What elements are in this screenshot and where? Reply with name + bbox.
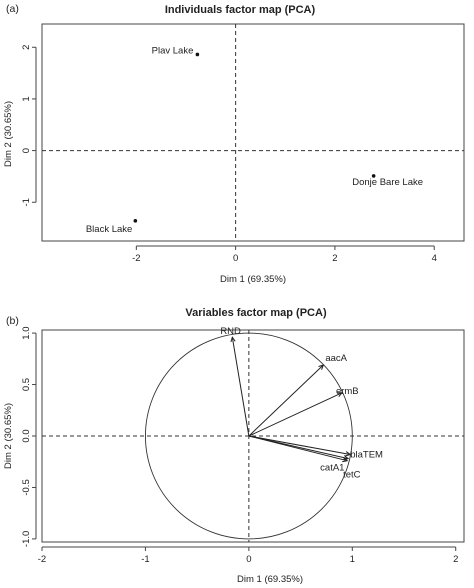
vector-rnd — [231, 337, 250, 437]
panel-a-reference-lines — [42, 24, 464, 241]
panel-a-y-axis-label: Dim 2 (30.65%) — [3, 101, 14, 167]
vector-aaca — [248, 364, 324, 437]
point-plav-lake — [195, 52, 200, 57]
panel-b-y-tick-label: -0.5 — [21, 479, 32, 495]
panel-a-y-tick-label: 1 — [21, 96, 32, 101]
panel-b-y-tick-label: 1.0 — [21, 326, 32, 339]
panel-b-title: Variables factor map (PCA) — [185, 307, 327, 319]
panel-a-label: (a) — [6, 3, 19, 15]
panel-b-x-tick-label: -2 — [38, 554, 46, 565]
panel-a-x-ticks: -2 0 2 4 — [132, 245, 437, 264]
vector-label-rnd: RND — [220, 326, 241, 337]
panel-b-x-axis-label: Dim 1 (69.35%) — [237, 574, 303, 585]
point-donje-bare-lake — [371, 174, 376, 178]
vector-arrowhead-blatem — [345, 451, 352, 457]
panel-a-x-tick-label: 4 — [432, 253, 437, 264]
panel-b-x-ticks: -2 -1 0 1 2 — [38, 546, 458, 565]
panel-a-y-ticks: -1 0 1 2 — [21, 45, 37, 206]
point-black-lake — [133, 219, 138, 223]
panel-a-points: Plav Lake Donje Bare Lake Black Lake — [86, 45, 423, 234]
panel-b-y-tick-label: 0.5 — [21, 378, 32, 391]
panel-a-x-tick-label: -2 — [132, 253, 140, 264]
panel-a-title: Individuals factor map (PCA) — [165, 4, 316, 16]
vector-arrowhead-ermb — [336, 392, 343, 397]
vector-label-ermb: ermB — [336, 386, 359, 397]
panel-b-y-tick-label: 0.0 — [21, 429, 32, 442]
vector-label-tetc: tetC — [343, 470, 361, 481]
panel-a: (a) Individuals factor map (PCA) -2 0 2 4 -… — [3, 3, 465, 285]
panel-b-y-tick-label: -1.0 — [21, 531, 32, 547]
panel-b-x-tick-label: 1 — [350, 554, 355, 565]
panel-a-y-tick-label: 2 — [21, 45, 32, 50]
vector-label-cata1: catA1 — [320, 463, 344, 474]
vector-label-blatem: blaTEM — [350, 450, 383, 461]
vector-arrowhead-rnd — [230, 336, 236, 343]
vector-label-aaca: aacA — [325, 353, 347, 364]
vector-blatem — [248, 435, 351, 456]
panel-a-plot-frame — [41, 23, 465, 242]
panel-a-y-tick-label: -1 — [21, 198, 32, 206]
vector-arrowhead-aaca — [318, 364, 325, 370]
panel-b-x-tick-label: -1 — [141, 554, 149, 565]
point-label-plav-lake: Plav Lake — [152, 45, 194, 56]
panel-b-x-tick-label: 2 — [453, 554, 458, 565]
point-label-black-lake: Black Lake — [86, 224, 132, 235]
vector-ermb — [248, 392, 343, 437]
vector-tetc — [248, 435, 348, 462]
panel-a-x-axis-label: Dim 1 (69.35%) — [220, 274, 286, 285]
point-label-donje-bare-lake: Donje Bare Lake — [352, 177, 423, 188]
panel-b-x-tick-label: 0 — [246, 554, 251, 565]
panel-b-label: (b) — [6, 315, 19, 327]
panel-b-y-ticks: -1.0 -0.5 0.0 0.5 1.0 — [21, 326, 37, 547]
panel-a-y-tick-label: 0 — [21, 148, 32, 153]
panel-b-reference-lines — [42, 330, 464, 542]
panel-a-x-tick-label: 2 — [332, 253, 337, 264]
panel-b: (b) Variables factor map (PCA) -2 -1 0 1 2 -… — [3, 307, 465, 585]
panel-a-x-tick-label: 0 — [233, 253, 238, 264]
vector-arrowhead-tetc — [342, 457, 349, 463]
panel-b-y-axis-label: Dim 2 (30.65%) — [3, 403, 14, 469]
